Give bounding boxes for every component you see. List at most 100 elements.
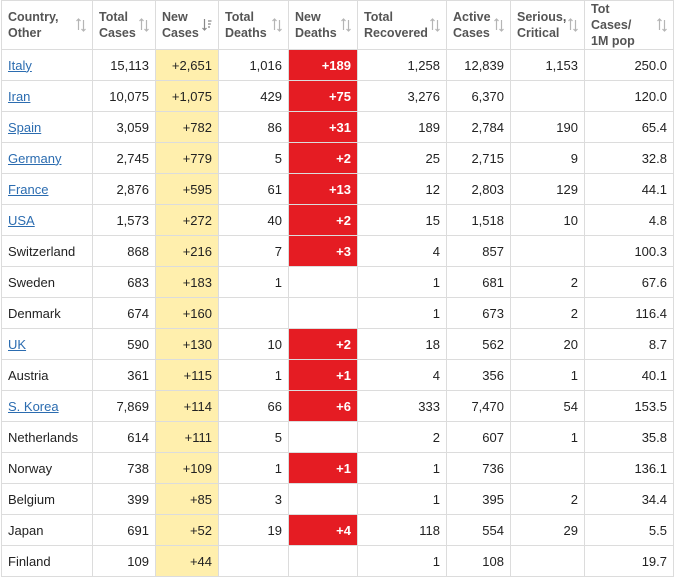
country-name: Sweden <box>8 274 55 290</box>
table-header: Country, Other Total Cases New Cases Total Deat… <box>1 0 674 50</box>
new-cases-cell: +782 <box>155 111 219 143</box>
total-recovered-cell: 25 <box>357 142 447 174</box>
active-cases-cell: 857 <box>446 235 511 267</box>
total-cases-cell: 2,745 <box>92 142 156 174</box>
total-deaths-cell: 1 <box>218 266 289 298</box>
new-deaths-cell: +2 <box>288 142 358 174</box>
column-header-cases-per-million[interactable]: Tot Cases/1M pop <box>584 0 674 50</box>
total-deaths-cell: 86 <box>218 111 289 143</box>
new-deaths-cell: +3 <box>288 235 358 267</box>
column-header-line2: Recovered <box>364 26 428 40</box>
sort-arrows-icon[interactable] <box>494 18 504 32</box>
new-deaths-cell <box>288 421 358 453</box>
sort-arrows-icon[interactable] <box>139 18 149 32</box>
new-deaths-cell: +4 <box>288 514 358 546</box>
total-recovered-cell: 1,258 <box>357 49 447 81</box>
sort-arrows-icon[interactable] <box>568 18 578 32</box>
column-header-new-deaths[interactable]: New Deaths <box>288 0 358 50</box>
column-header-line1: Total <box>225 10 254 24</box>
column-header-label: Tot Cases/1M pop <box>591 1 667 49</box>
new-deaths-cell: +13 <box>288 173 358 205</box>
country-link[interactable]: Spain <box>8 119 42 135</box>
active-cases-cell: 6,370 <box>446 80 511 112</box>
table-row: Denmark 674 +160 1 673 2 116.4 <box>1 297 674 329</box>
cases-per-million-cell: 35.8 <box>584 421 674 453</box>
total-recovered-cell: 18 <box>357 328 447 360</box>
total-cases-cell: 7,869 <box>92 390 156 422</box>
column-header-total-cases[interactable]: Total Cases <box>92 0 156 50</box>
column-header-line2: Deaths <box>225 26 267 40</box>
country-cell: Sweden <box>1 266 93 298</box>
table-row: Germany 2,745 +779 5 +2 25 2,715 9 32.8 <box>1 142 674 174</box>
column-header-line1: Total <box>99 10 128 24</box>
new-cases-cell: +1,075 <box>155 80 219 112</box>
country-link[interactable]: S. Korea <box>8 398 59 414</box>
country-link[interactable]: Iran <box>8 88 31 104</box>
column-header-country[interactable]: Country, Other <box>1 0 93 50</box>
country-link[interactable]: Germany <box>8 150 62 166</box>
serious-critical-cell: 54 <box>510 390 585 422</box>
table-row: Switzerland 868 +216 7 +3 4 857 100.3 <box>1 235 674 267</box>
active-cases-cell: 673 <box>446 297 511 329</box>
new-deaths-cell: +189 <box>288 49 358 81</box>
new-cases-cell: +130 <box>155 328 219 360</box>
column-header-line2: Deaths <box>295 26 337 40</box>
header-row: Country, Other Total Cases New Cases Total Deat… <box>1 0 674 50</box>
cases-per-million-cell: 44.1 <box>584 173 674 205</box>
new-deaths-cell <box>288 266 358 298</box>
new-cases-cell: +111 <box>155 421 219 453</box>
total-deaths-cell: 7 <box>218 235 289 267</box>
total-cases-cell: 109 <box>92 545 156 577</box>
sort-descending-icon[interactable] <box>202 18 212 32</box>
new-deaths-cell <box>288 483 358 515</box>
sort-arrows-icon[interactable] <box>272 18 282 32</box>
total-deaths-cell: 19 <box>218 514 289 546</box>
country-name: Netherlands <box>8 429 79 445</box>
total-cases-cell: 738 <box>92 452 156 484</box>
column-header-line1: New <box>162 10 188 24</box>
column-header-serious-critical[interactable]: Serious, Critical <box>510 0 585 50</box>
total-recovered-cell: 1 <box>357 545 447 577</box>
sort-arrows-icon[interactable] <box>341 18 351 32</box>
country-name: Finland <box>8 553 51 569</box>
cases-per-million-cell: 19.7 <box>584 545 674 577</box>
new-deaths-cell: +1 <box>288 359 358 391</box>
column-header-total-deaths[interactable]: Total Deaths <box>218 0 289 50</box>
total-cases-cell: 674 <box>92 297 156 329</box>
total-cases-cell: 590 <box>92 328 156 360</box>
active-cases-cell: 607 <box>446 421 511 453</box>
country-cell: Finland <box>1 545 93 577</box>
new-deaths-cell <box>288 545 358 577</box>
total-recovered-cell: 1 <box>357 266 447 298</box>
new-cases-cell: +779 <box>155 142 219 174</box>
sort-arrows-icon[interactable] <box>430 18 440 32</box>
new-cases-cell: +44 <box>155 545 219 577</box>
country-link[interactable]: Italy <box>8 57 32 73</box>
table-row: S. Korea 7,869 +114 66 +6 333 7,470 54 153.5 <box>1 390 674 422</box>
total-deaths-cell: 3 <box>218 483 289 515</box>
total-deaths-cell: 1 <box>218 452 289 484</box>
column-header-new-cases[interactable]: New Cases <box>155 0 219 50</box>
country-link[interactable]: France <box>8 181 49 197</box>
total-recovered-cell: 2 <box>357 421 447 453</box>
total-cases-cell: 10,075 <box>92 80 156 112</box>
new-cases-cell: +595 <box>155 173 219 205</box>
total-deaths-cell: 66 <box>218 390 289 422</box>
country-cell: Germany <box>1 142 93 174</box>
total-cases-cell: 1,573 <box>92 204 156 236</box>
country-link[interactable]: USA <box>8 212 35 228</box>
active-cases-cell: 2,803 <box>446 173 511 205</box>
column-header-line2: Cases <box>99 26 136 40</box>
country-link[interactable]: UK <box>8 336 27 352</box>
new-cases-cell: +114 <box>155 390 219 422</box>
serious-critical-cell: 1,153 <box>510 49 585 81</box>
sort-arrows-icon[interactable] <box>76 18 86 32</box>
total-deaths-cell: 429 <box>218 80 289 112</box>
total-recovered-cell: 118 <box>357 514 447 546</box>
sort-arrows-icon[interactable] <box>657 18 667 32</box>
column-header-active-cases[interactable]: Active Cases <box>446 0 511 50</box>
total-cases-cell: 3,059 <box>92 111 156 143</box>
serious-critical-cell: 10 <box>510 204 585 236</box>
active-cases-cell: 554 <box>446 514 511 546</box>
column-header-total-recovered[interactable]: Total Recovered <box>357 0 447 50</box>
